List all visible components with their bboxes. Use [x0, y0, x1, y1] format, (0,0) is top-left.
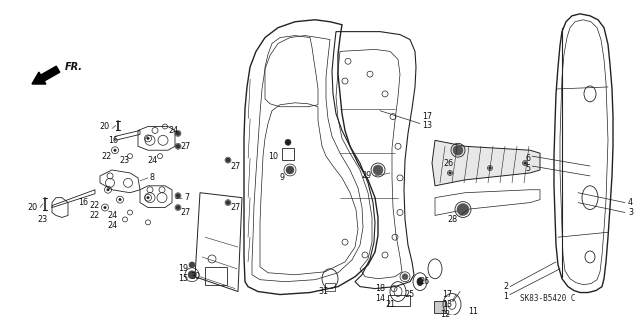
Text: 24: 24 — [148, 156, 158, 165]
Text: 13: 13 — [442, 300, 452, 309]
Ellipse shape — [226, 158, 230, 162]
Text: 1: 1 — [503, 292, 508, 301]
Ellipse shape — [188, 271, 196, 279]
Ellipse shape — [226, 200, 230, 205]
Text: SK83-B5420 C: SK83-B5420 C — [520, 294, 575, 303]
Text: 15: 15 — [178, 274, 188, 283]
Text: 9: 9 — [280, 174, 285, 182]
Text: 24: 24 — [108, 221, 118, 230]
Text: 4: 4 — [628, 198, 633, 207]
Ellipse shape — [489, 167, 492, 169]
Text: 27: 27 — [180, 142, 190, 151]
Text: 27: 27 — [230, 203, 240, 212]
FancyArrow shape — [32, 66, 60, 84]
Text: 24: 24 — [108, 211, 118, 220]
Text: 29: 29 — [362, 171, 372, 181]
Polygon shape — [432, 140, 540, 186]
Text: 6: 6 — [525, 154, 530, 163]
Ellipse shape — [402, 274, 408, 280]
Bar — [325, 283, 335, 291]
Text: 23: 23 — [38, 215, 48, 224]
Text: FR.: FR. — [65, 62, 83, 72]
Bar — [388, 294, 410, 306]
Ellipse shape — [176, 194, 180, 198]
Ellipse shape — [417, 278, 423, 286]
Ellipse shape — [524, 162, 526, 164]
Text: 23: 23 — [120, 156, 130, 165]
Ellipse shape — [176, 131, 180, 136]
Text: 22: 22 — [90, 211, 100, 220]
Text: 16: 16 — [108, 136, 118, 145]
Bar — [434, 301, 446, 313]
Text: 22: 22 — [102, 152, 112, 161]
Text: 27: 27 — [180, 208, 190, 217]
Text: 19: 19 — [178, 264, 188, 273]
Ellipse shape — [114, 149, 116, 152]
Text: 17: 17 — [442, 290, 452, 299]
Text: 18: 18 — [375, 284, 385, 293]
Ellipse shape — [449, 172, 451, 174]
Ellipse shape — [286, 166, 294, 174]
Text: 27: 27 — [230, 161, 240, 171]
Ellipse shape — [176, 205, 180, 210]
Ellipse shape — [373, 165, 383, 175]
Text: 21: 21 — [385, 300, 395, 309]
Ellipse shape — [107, 189, 109, 191]
Ellipse shape — [147, 197, 149, 199]
Text: 3: 3 — [628, 208, 633, 217]
Text: 28: 28 — [448, 215, 458, 224]
Bar — [282, 148, 294, 160]
Text: 8: 8 — [150, 174, 155, 182]
Text: 22: 22 — [90, 201, 100, 210]
Ellipse shape — [119, 198, 121, 201]
Ellipse shape — [147, 137, 149, 139]
Text: 17: 17 — [422, 112, 432, 121]
Ellipse shape — [285, 139, 291, 145]
Text: 14: 14 — [375, 294, 385, 303]
Text: 31: 31 — [318, 287, 328, 296]
Ellipse shape — [453, 145, 463, 155]
Ellipse shape — [104, 206, 106, 209]
Text: 26: 26 — [443, 159, 453, 167]
Text: 16: 16 — [78, 198, 88, 207]
Text: 24: 24 — [168, 126, 178, 135]
Ellipse shape — [189, 262, 195, 268]
Text: 20: 20 — [100, 122, 110, 131]
Text: 25: 25 — [404, 290, 415, 299]
Text: 7: 7 — [184, 193, 189, 202]
Text: 5: 5 — [525, 164, 530, 173]
Text: 26: 26 — [420, 277, 430, 286]
Text: 2: 2 — [503, 282, 508, 291]
Text: 30: 30 — [190, 272, 200, 281]
Text: 20: 20 — [28, 203, 38, 212]
Text: 10: 10 — [268, 152, 278, 161]
Bar — [205, 267, 227, 285]
Text: 12: 12 — [440, 310, 450, 319]
Ellipse shape — [176, 144, 180, 148]
Text: 11: 11 — [468, 307, 478, 316]
Ellipse shape — [457, 204, 469, 215]
Text: 13: 13 — [422, 121, 432, 130]
